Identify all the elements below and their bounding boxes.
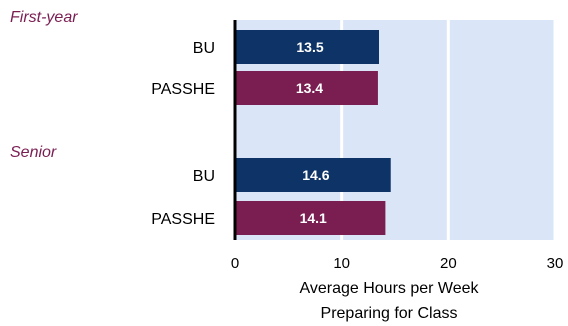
category-label-passhe-senior: PASSHE (151, 211, 215, 228)
group-label-senior: Senior (10, 144, 57, 161)
x-tick-label-10: 10 (333, 255, 350, 272)
bar-value-label-bu-senior: 14.6 (302, 167, 329, 183)
category-label-bu-first-year: BU (193, 40, 215, 57)
bar-value-label-passhe-first-year: 13.4 (296, 80, 323, 96)
x-tick-label-20: 20 (440, 255, 457, 272)
group-label-first-year: First-year (10, 9, 78, 26)
bar-passhe-senior (236, 201, 386, 235)
x-axis-title-line-2: Preparing for Class (321, 305, 458, 322)
category-label-passhe-first-year: PASSHE (151, 81, 215, 98)
group-labels: First-year Senior (10, 9, 78, 161)
bars: 13.5 13.4 14.6 14.1 (236, 30, 391, 235)
bar-bu-first-year (236, 30, 379, 64)
x-tick-label-30: 30 (547, 255, 564, 272)
bar-passhe-first-year (236, 71, 378, 105)
bar-bu-senior (236, 158, 391, 192)
bar-value-label-bu-first-year: 13.5 (296, 39, 323, 55)
x-axis-tick-labels: 0 10 20 30 (231, 255, 564, 272)
bar-value-label-passhe-senior: 14.1 (300, 210, 327, 226)
category-labels: BU PASSHE BU PASSHE (151, 40, 215, 228)
x-tick-label-0: 0 (231, 255, 239, 272)
category-label-bu-senior: BU (193, 168, 215, 185)
x-axis-title-line-1: Average Hours per Week (299, 280, 479, 297)
